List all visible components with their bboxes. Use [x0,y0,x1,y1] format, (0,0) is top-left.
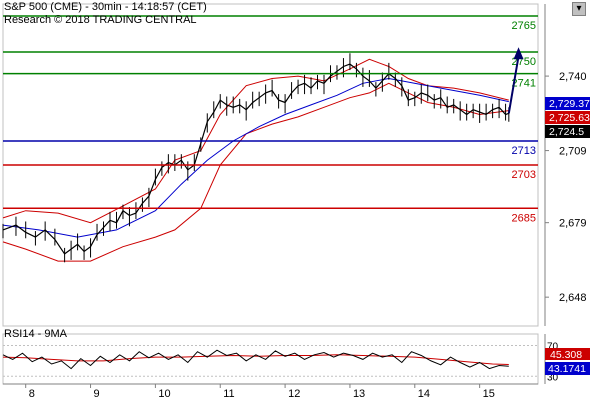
rsi-tag [545,362,590,375]
bollinger-bands [2,58,509,262]
price-tick-label-2,709: 2,709 [559,146,587,158]
projection-arrow-line [507,56,520,114]
moving-average-line [2,77,509,238]
level-label-2685: 2685 [512,212,536,224]
rsi-panel: RSI14 - 9MA 70 30 45.308 43.1741 [2,328,590,384]
price-tag-last [545,125,590,138]
price-tag-label-bollinger: 2,725.63 [549,112,590,124]
time-tick-label-8: 8 [29,388,35,400]
price-series [2,53,510,263]
rsi-ma-tag [545,348,590,360]
price-tag-label-ma: 2,729.37 [549,98,590,110]
price-tick-label-2,679: 2,679 [559,218,587,230]
price-tag-ma [545,97,590,110]
price-line [2,63,510,255]
rsi-line [2,349,509,370]
time-axis: 8 9 10 11 12 13 14 15 [3,383,538,400]
time-tick-label-13: 13 [353,388,365,400]
rsi-tick-label-30: 30 [547,372,559,383]
time-tick-label-12: 12 [288,388,300,400]
rsi-tick-label-70: 70 [547,342,559,353]
time-tick-label-14: 14 [418,388,430,400]
projection-arrow-head [513,47,524,60]
rsi-ma-line [2,354,509,365]
settings-button[interactable]: ▾ [572,2,586,16]
plot-area [2,3,539,385]
bollinger-upper-line [2,58,509,224]
level-label-2713: 2713 [512,145,536,157]
price-axis: 2,740 2,709 2,679 2,648 2,729.37 2,725.63 2,72… [544,4,590,326]
moving-average [2,77,509,238]
rsi-ma-tag-label: 45.308 [550,349,582,361]
time-tick-label-10: 10 [158,388,170,400]
rsi-tag-label: 43.1741 [548,363,586,375]
level-label-2703: 2703 [512,169,536,181]
price-tag-bollinger [545,111,590,124]
projection-arrow [507,47,524,114]
bollinger-lower-line [2,82,509,262]
price-tick-label-2,648: 2,648 [559,292,587,304]
time-tick-label-9: 9 [94,388,100,400]
level-label-2765: 2765 [512,20,536,32]
price-tick-label-2,740: 2,740 [559,71,587,83]
price-tag-label-last: 2,724.5 [549,126,584,138]
level-label-2741: 2741 [512,78,536,90]
rsi-title: RSI14 - 9MA [4,328,68,340]
chart-title: S&P 500 (CME) - 30min - 14:18:57 (CET) [4,1,207,13]
time-tick-label-11: 11 [223,388,234,400]
chart-subtitle: Research © 2018 TRADING CENTRAL [4,14,197,26]
time-tick-label-15: 15 [483,388,495,400]
